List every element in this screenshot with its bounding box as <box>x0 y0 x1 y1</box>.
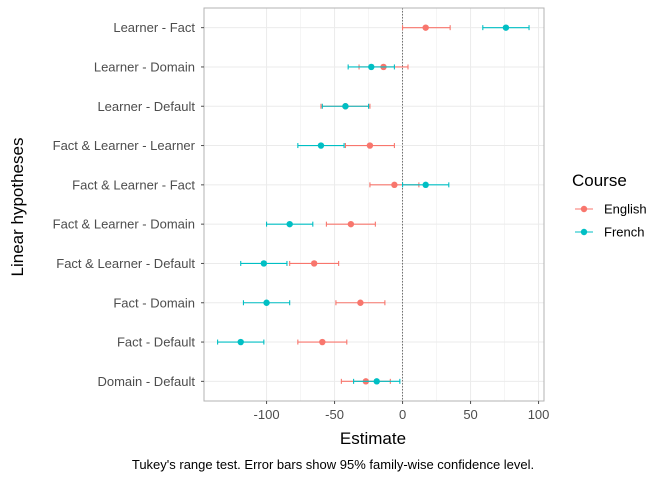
data-point <box>317 142 325 149</box>
legend-label: French <box>604 225 644 240</box>
legend-key-point <box>580 205 588 213</box>
series-english <box>289 24 451 385</box>
x-tick-label: 100 <box>528 407 550 422</box>
legend-label: English <box>604 202 647 217</box>
y-tick-label: Fact & Learner - Domain <box>53 217 195 232</box>
data-point <box>366 142 374 149</box>
data-point <box>422 24 429 31</box>
y-tick-label: Learner - Fact <box>113 20 195 35</box>
y-tick-label: Fact & Learner - Default <box>56 256 195 271</box>
data-point <box>357 299 364 306</box>
y-tick-label: Learner - Domain <box>94 59 195 74</box>
data-point <box>286 220 293 228</box>
x-tick-label: 0 <box>399 407 406 422</box>
data-point <box>373 378 380 385</box>
data-point <box>263 299 270 306</box>
y-tick-label: Fact & Learner - Learner <box>53 138 196 153</box>
caption: Tukey's range test. Error bars show 95% … <box>132 457 534 472</box>
y-axis-tick-labels: Learner - Fact Learner - Domain Learner - … <box>53 20 204 389</box>
x-tick-label: -50 <box>325 407 344 422</box>
legend-title: Course <box>572 171 627 190</box>
data-point <box>260 260 268 267</box>
panel-border <box>203 7 545 402</box>
y-tick-label: Fact - Default <box>117 335 195 350</box>
data-marks <box>217 24 530 385</box>
y-tick-label: Fact - Domain <box>113 295 195 310</box>
data-point <box>237 338 244 346</box>
series-french <box>217 24 530 385</box>
x-axis-tick-labels: -100 -50 0 50 100 <box>254 401 550 422</box>
data-point <box>391 181 398 189</box>
x-tick-label: -100 <box>254 407 280 422</box>
data-point <box>347 220 355 228</box>
data-point <box>368 63 375 71</box>
data-point <box>422 181 429 189</box>
data-point <box>319 338 326 346</box>
x-tick-label: 50 <box>463 407 477 422</box>
y-tick-label: Learner - Default <box>97 99 195 114</box>
data-point <box>502 24 510 31</box>
y-tick-label: Fact & Learner - Fact <box>72 177 195 192</box>
x-axis-title: Estimate <box>340 429 406 448</box>
data-point <box>342 103 349 110</box>
y-axis-title: Linear hypotheses <box>8 138 27 277</box>
legend: Course English French <box>572 171 647 240</box>
data-point <box>310 260 318 267</box>
y-tick-label: Domain - Default <box>97 374 195 389</box>
legend-key-point <box>580 228 588 236</box>
